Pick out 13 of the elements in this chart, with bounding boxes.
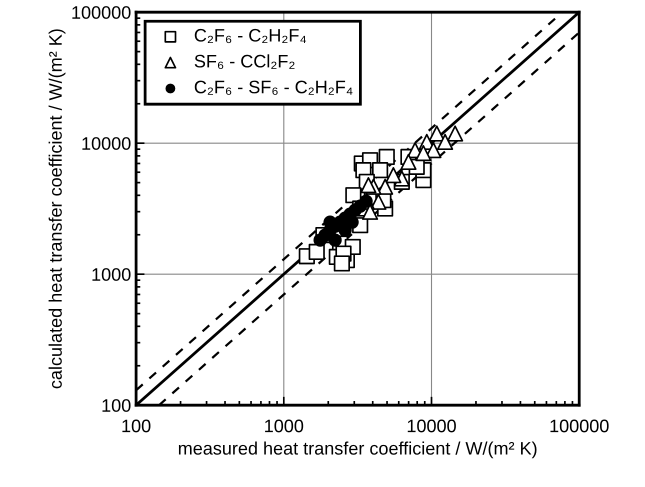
legend-label: C₂F₆ - SF₆ - C₂H₂F₄ — [194, 80, 352, 95]
legend-label: C₂F₆ - C₂H₂F₄ — [194, 28, 306, 44]
y-tick-label: 1000 — [92, 268, 131, 281]
legend-label: SF₆ - CCl₂F₂ — [194, 54, 295, 70]
y-axis-title: calculated heat transfer coefficient / W/(m² K) — [48, 29, 66, 388]
y-tick-label: 100000 — [72, 6, 131, 19]
x-tick-label: 100 — [122, 420, 150, 432]
x-axis-title: measured heat transfer coefficient / W/(m² K) — [178, 441, 536, 458]
x-tick-label: 10000 — [408, 420, 456, 432]
y-tick-label: 100 — [102, 399, 131, 412]
x-tick-label: 100000 — [550, 420, 609, 432]
y-tick-label: 10000 — [82, 137, 131, 150]
x-tick-label: 1000 — [265, 420, 304, 432]
